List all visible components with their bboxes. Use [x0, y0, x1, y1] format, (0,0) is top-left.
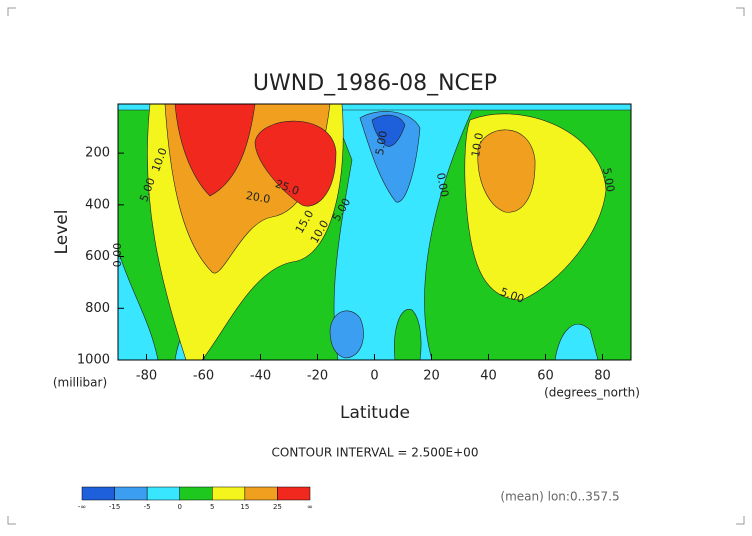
- y-tick-label: 1000: [77, 353, 110, 368]
- colorbar-box: [114, 486, 148, 501]
- colorbar-box: [146, 486, 180, 501]
- footer-note: (mean) lon:0..357.5: [500, 490, 619, 504]
- colorbar-box: [179, 486, 213, 501]
- x-tick-label: -40: [250, 369, 271, 384]
- contour-region: [359, 111, 421, 203]
- contour-region: [174, 104, 256, 197]
- contour-region: [371, 114, 406, 147]
- colorbar-label: -∞: [78, 503, 86, 511]
- fill-regions: [118, 104, 631, 360]
- chart-title: UWND_1986-08_NCEP: [253, 71, 497, 96]
- colorbar-box: [244, 486, 278, 501]
- contour-interval: CONTOUR INTERVAL = 2.500E+00: [272, 446, 479, 460]
- contour-label: 10.0: [469, 132, 486, 158]
- contour-region: [477, 129, 536, 213]
- x-axis-label: Latitude: [340, 403, 410, 423]
- colorbar-label: -15: [109, 503, 120, 511]
- x-tick-label: 40: [480, 369, 497, 384]
- colorbar-label: -5: [144, 503, 151, 511]
- contour-label: 5.00: [373, 130, 390, 156]
- y-axis-unit: (millibar): [53, 376, 107, 390]
- colorbar-box: [81, 486, 115, 501]
- y-tick-label: 400: [85, 197, 110, 212]
- contour-label: 20.0: [245, 189, 271, 206]
- contour-region: [254, 120, 337, 207]
- colorbar-box: [277, 486, 311, 501]
- contour-label: 5.00: [600, 167, 617, 193]
- x-axis-unit: (degrees_north): [544, 386, 640, 400]
- contour-label: 0.00: [434, 172, 451, 198]
- contour-region: [329, 310, 364, 359]
- x-tick-label: 80: [594, 369, 611, 384]
- colorbar-label: 0: [177, 503, 181, 511]
- y-tick-label: 800: [85, 301, 110, 316]
- y-axis-label: Level: [52, 210, 72, 255]
- x-tick-label: -60: [193, 369, 214, 384]
- contour-field: [118, 104, 631, 360]
- contour-region: [394, 309, 422, 360]
- corner-marks: [7, 7, 745, 525]
- x-tick-label: -80: [136, 369, 157, 384]
- colorbar-label: 5: [210, 503, 214, 511]
- colorbar-label: ∞: [307, 503, 313, 511]
- x-tick-label: 0: [370, 369, 378, 384]
- colorbar-label: 15: [240, 503, 249, 511]
- y-tick-label: 600: [85, 249, 110, 264]
- colorbar-box: [212, 486, 246, 501]
- y-tick-label: 200: [85, 146, 110, 161]
- contour-region: [554, 323, 599, 360]
- x-tick-label: 20: [423, 369, 440, 384]
- colorbar-label: 25: [273, 503, 282, 511]
- x-tick-label: 60: [537, 369, 554, 384]
- x-tick-label: -20: [307, 369, 328, 384]
